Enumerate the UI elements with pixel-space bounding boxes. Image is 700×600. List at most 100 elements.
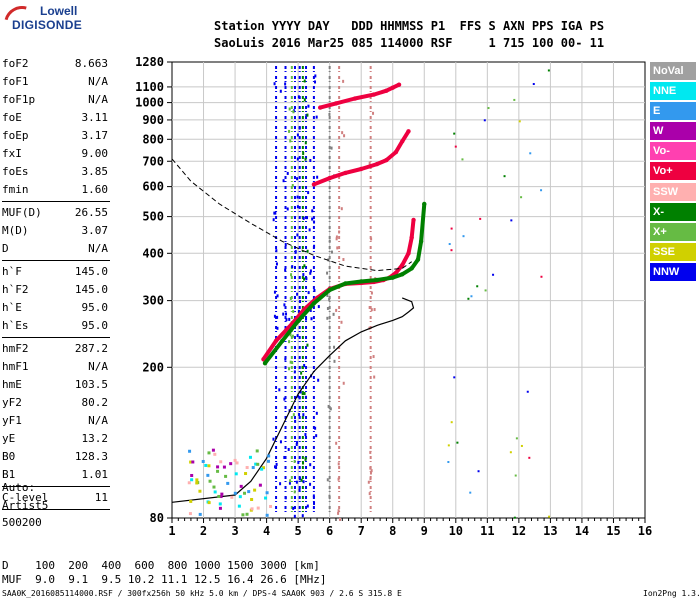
parameter-panel: foF2 8.663 foF1 N/A foF1p N/A foE 3.11 foEp 3.17 f… bbox=[2, 55, 110, 512]
header-line1: Station YYYY DAY DDD HHMMSS P1 FFS S AXN… bbox=[214, 19, 605, 33]
plot-frame bbox=[171, 61, 646, 519]
x-tick-label: 3 bbox=[231, 524, 238, 538]
echo-point bbox=[327, 404, 330, 408]
echo-point bbox=[339, 517, 342, 521]
echo-point bbox=[540, 275, 543, 278]
param-key: hmF1 bbox=[2, 360, 29, 373]
param-value: N/A bbox=[88, 242, 108, 255]
echo-point bbox=[526, 390, 529, 393]
trace-point bbox=[280, 338, 285, 343]
y-tick-label: 600 bbox=[142, 180, 164, 194]
echo-point bbox=[208, 479, 212, 483]
echo-point bbox=[342, 258, 345, 262]
echo-point bbox=[370, 291, 373, 295]
echo-point bbox=[273, 314, 276, 318]
echo-point bbox=[340, 320, 343, 324]
echo-point bbox=[207, 464, 211, 468]
param-key: fmin bbox=[2, 183, 29, 196]
echo-point bbox=[237, 504, 241, 508]
echo-point bbox=[302, 480, 305, 484]
echo-point bbox=[195, 481, 199, 485]
echo-point bbox=[285, 312, 288, 316]
echo-point bbox=[286, 171, 289, 175]
echo-point bbox=[292, 413, 295, 417]
echo-point bbox=[314, 426, 317, 430]
param-value: 145.0 bbox=[74, 283, 108, 296]
echo-point bbox=[233, 491, 237, 495]
param-separator bbox=[2, 486, 110, 487]
echo-point bbox=[330, 250, 333, 254]
echo-point bbox=[548, 515, 551, 518]
echo-point bbox=[515, 437, 518, 440]
x-tick-label: 9 bbox=[421, 524, 428, 538]
echo-point bbox=[284, 243, 287, 247]
param-value: 26.55 bbox=[74, 206, 108, 219]
echo-point bbox=[288, 129, 291, 133]
echo-point bbox=[291, 361, 294, 365]
echo-point bbox=[309, 269, 312, 273]
echo-point bbox=[307, 104, 310, 108]
param-row: yE 13.2 bbox=[2, 430, 110, 448]
param-row: foF2 8.663 bbox=[2, 55, 110, 73]
echo-point bbox=[368, 492, 371, 496]
echo-point bbox=[373, 308, 376, 312]
footer-info: SAA0K_2016085114000.RSF / 300fx256h 50 k… bbox=[2, 589, 402, 598]
echo-point bbox=[303, 98, 306, 102]
param-value: 103.5 bbox=[74, 378, 108, 391]
echo-point bbox=[217, 494, 221, 498]
echo-point bbox=[296, 441, 299, 445]
echo-point bbox=[477, 470, 480, 473]
param-key: hmE bbox=[2, 378, 22, 391]
echo-point bbox=[309, 308, 312, 312]
echo-point bbox=[313, 220, 316, 224]
echo-point bbox=[301, 392, 304, 396]
param-row: D N/A bbox=[2, 240, 110, 258]
echo-point bbox=[315, 434, 318, 438]
echo-point bbox=[296, 157, 299, 161]
x-tick-label: 7 bbox=[358, 524, 365, 538]
echo-point bbox=[317, 305, 320, 309]
echo-point bbox=[326, 293, 329, 297]
echo-point bbox=[304, 433, 307, 437]
legend-item: SSW bbox=[650, 182, 696, 201]
echo-point bbox=[309, 482, 312, 486]
echo-point bbox=[335, 441, 338, 445]
echo-point bbox=[335, 237, 338, 241]
echo-point bbox=[288, 317, 291, 321]
echo-point bbox=[284, 496, 287, 500]
legend-item: NNW bbox=[650, 262, 696, 281]
echo-point bbox=[447, 461, 450, 464]
echo-point bbox=[450, 249, 453, 252]
echo-point bbox=[273, 290, 276, 294]
echo-point bbox=[238, 495, 242, 499]
echo-point bbox=[216, 469, 220, 473]
echo-point bbox=[296, 292, 299, 296]
echo-point bbox=[224, 474, 228, 478]
legend-item: Vo+ bbox=[650, 162, 696, 181]
legend-item: W bbox=[650, 122, 696, 141]
echo-point bbox=[335, 308, 338, 312]
echo-point bbox=[332, 312, 335, 316]
echo-point bbox=[243, 491, 247, 495]
echo-point bbox=[286, 207, 289, 211]
echo-point bbox=[369, 450, 372, 454]
echo-point bbox=[260, 467, 264, 471]
echo-point bbox=[476, 285, 479, 288]
trace-point bbox=[295, 318, 301, 324]
legend: NoVal NNE E W Vo- Vo+ SSW X- X+ SSE NNW bbox=[650, 62, 696, 283]
echo-point bbox=[288, 367, 291, 371]
echo-point bbox=[266, 459, 270, 463]
echo-point bbox=[301, 365, 304, 369]
param-key: yF1 bbox=[2, 414, 22, 427]
param-key: h`Es bbox=[2, 319, 29, 332]
param-key: h`E bbox=[2, 301, 22, 314]
param-key: foE bbox=[2, 111, 22, 124]
echo-point bbox=[311, 217, 314, 221]
trace-point bbox=[399, 272, 405, 277]
param-value: 145.0 bbox=[74, 265, 108, 278]
y-tick-label: 200 bbox=[142, 360, 164, 374]
trace-point bbox=[343, 170, 348, 176]
trace-point bbox=[384, 88, 389, 93]
echo-point bbox=[254, 462, 258, 466]
echo-point bbox=[304, 395, 307, 399]
